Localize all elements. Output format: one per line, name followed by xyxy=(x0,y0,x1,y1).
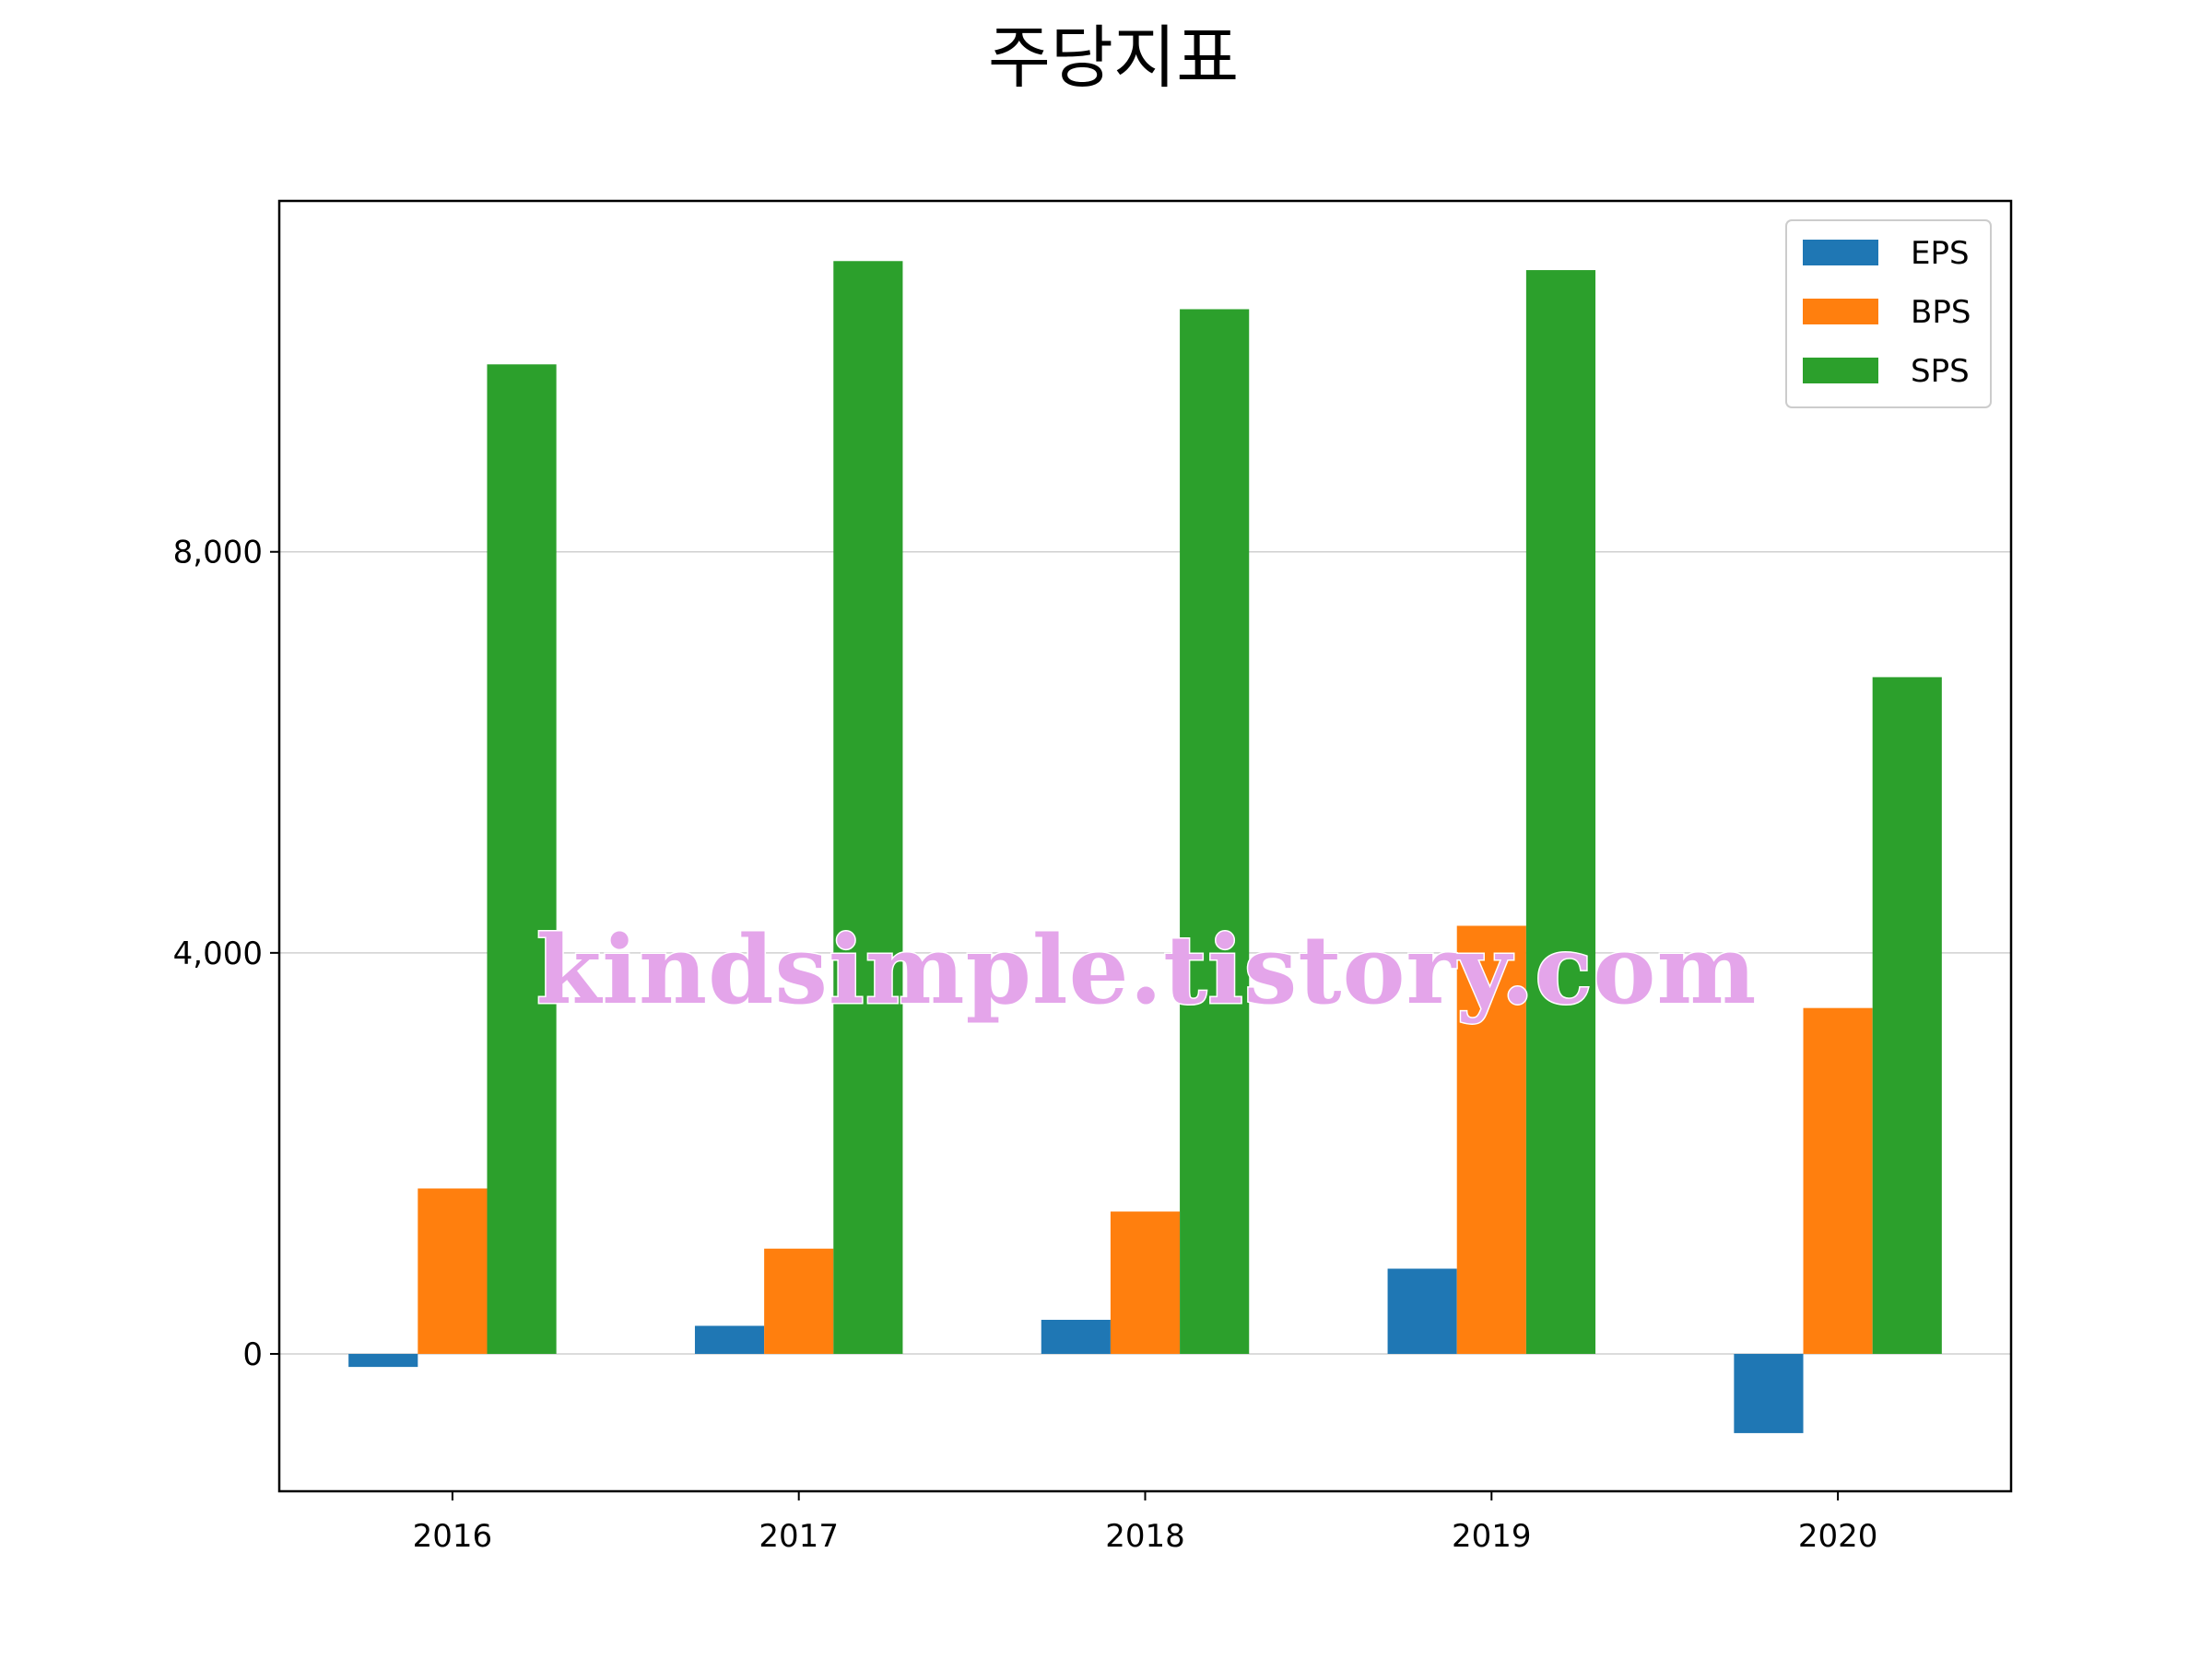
x-tick-label: 2019 xyxy=(1452,1518,1532,1555)
x-axis: 2016 2017 2018 2019 2020 xyxy=(413,1491,1878,1555)
legend-label-bps: BPS xyxy=(1911,294,1971,331)
bar-bps-2020 xyxy=(1803,1007,1873,1354)
bar-sps-2019 xyxy=(1525,270,1596,1354)
bar-bps-2016 xyxy=(418,1188,488,1354)
legend-swatch-eps xyxy=(1803,240,1878,265)
x-tick-label: 2020 xyxy=(1798,1518,1878,1555)
bar-bps-2019 xyxy=(1456,925,1526,1354)
legend-swatch-sps xyxy=(1803,358,1878,383)
legend-swatch-bps xyxy=(1803,299,1878,324)
legend-entries: EPS BPS SPS xyxy=(1803,235,1971,390)
bar-sps-2020 xyxy=(1872,677,1942,1354)
y-tick-label: 8,000 xyxy=(173,535,263,571)
legend-label-sps: SPS xyxy=(1911,353,1970,390)
bar-eps-2019 xyxy=(1387,1268,1457,1354)
x-tick-label: 2017 xyxy=(759,1518,839,1555)
bar-eps-2018 xyxy=(1041,1319,1111,1354)
watermark: kindsimple.tistory.com xyxy=(536,915,1758,1026)
legend: EPS BPS SPS xyxy=(1785,219,1992,408)
x-tick-label: 2016 xyxy=(413,1518,493,1555)
bar-sps-2016 xyxy=(487,364,557,1354)
chart-title: 주당지표 xyxy=(988,18,1239,98)
legend-label-eps: EPS xyxy=(1911,235,1970,272)
bars xyxy=(348,261,1942,1433)
bar-eps-2016 xyxy=(348,1353,418,1368)
y-tick-label: 4,000 xyxy=(173,935,263,972)
x-tick-label: 2018 xyxy=(1105,1518,1185,1555)
bar-sps-2017 xyxy=(833,261,903,1354)
bar-sps-2018 xyxy=(1180,309,1250,1354)
y-axis: 0 4,000 8,000 xyxy=(173,535,279,1373)
bar-eps-2017 xyxy=(694,1325,765,1354)
y-tick-label: 0 xyxy=(242,1336,263,1373)
plot-area: 0 4,000 8,000 2016 2017 2018 2019 2020 xyxy=(173,199,2013,1555)
bar-eps-2020 xyxy=(1734,1353,1804,1433)
bar-bps-2017 xyxy=(764,1248,834,1354)
bar-bps-2018 xyxy=(1110,1211,1181,1354)
